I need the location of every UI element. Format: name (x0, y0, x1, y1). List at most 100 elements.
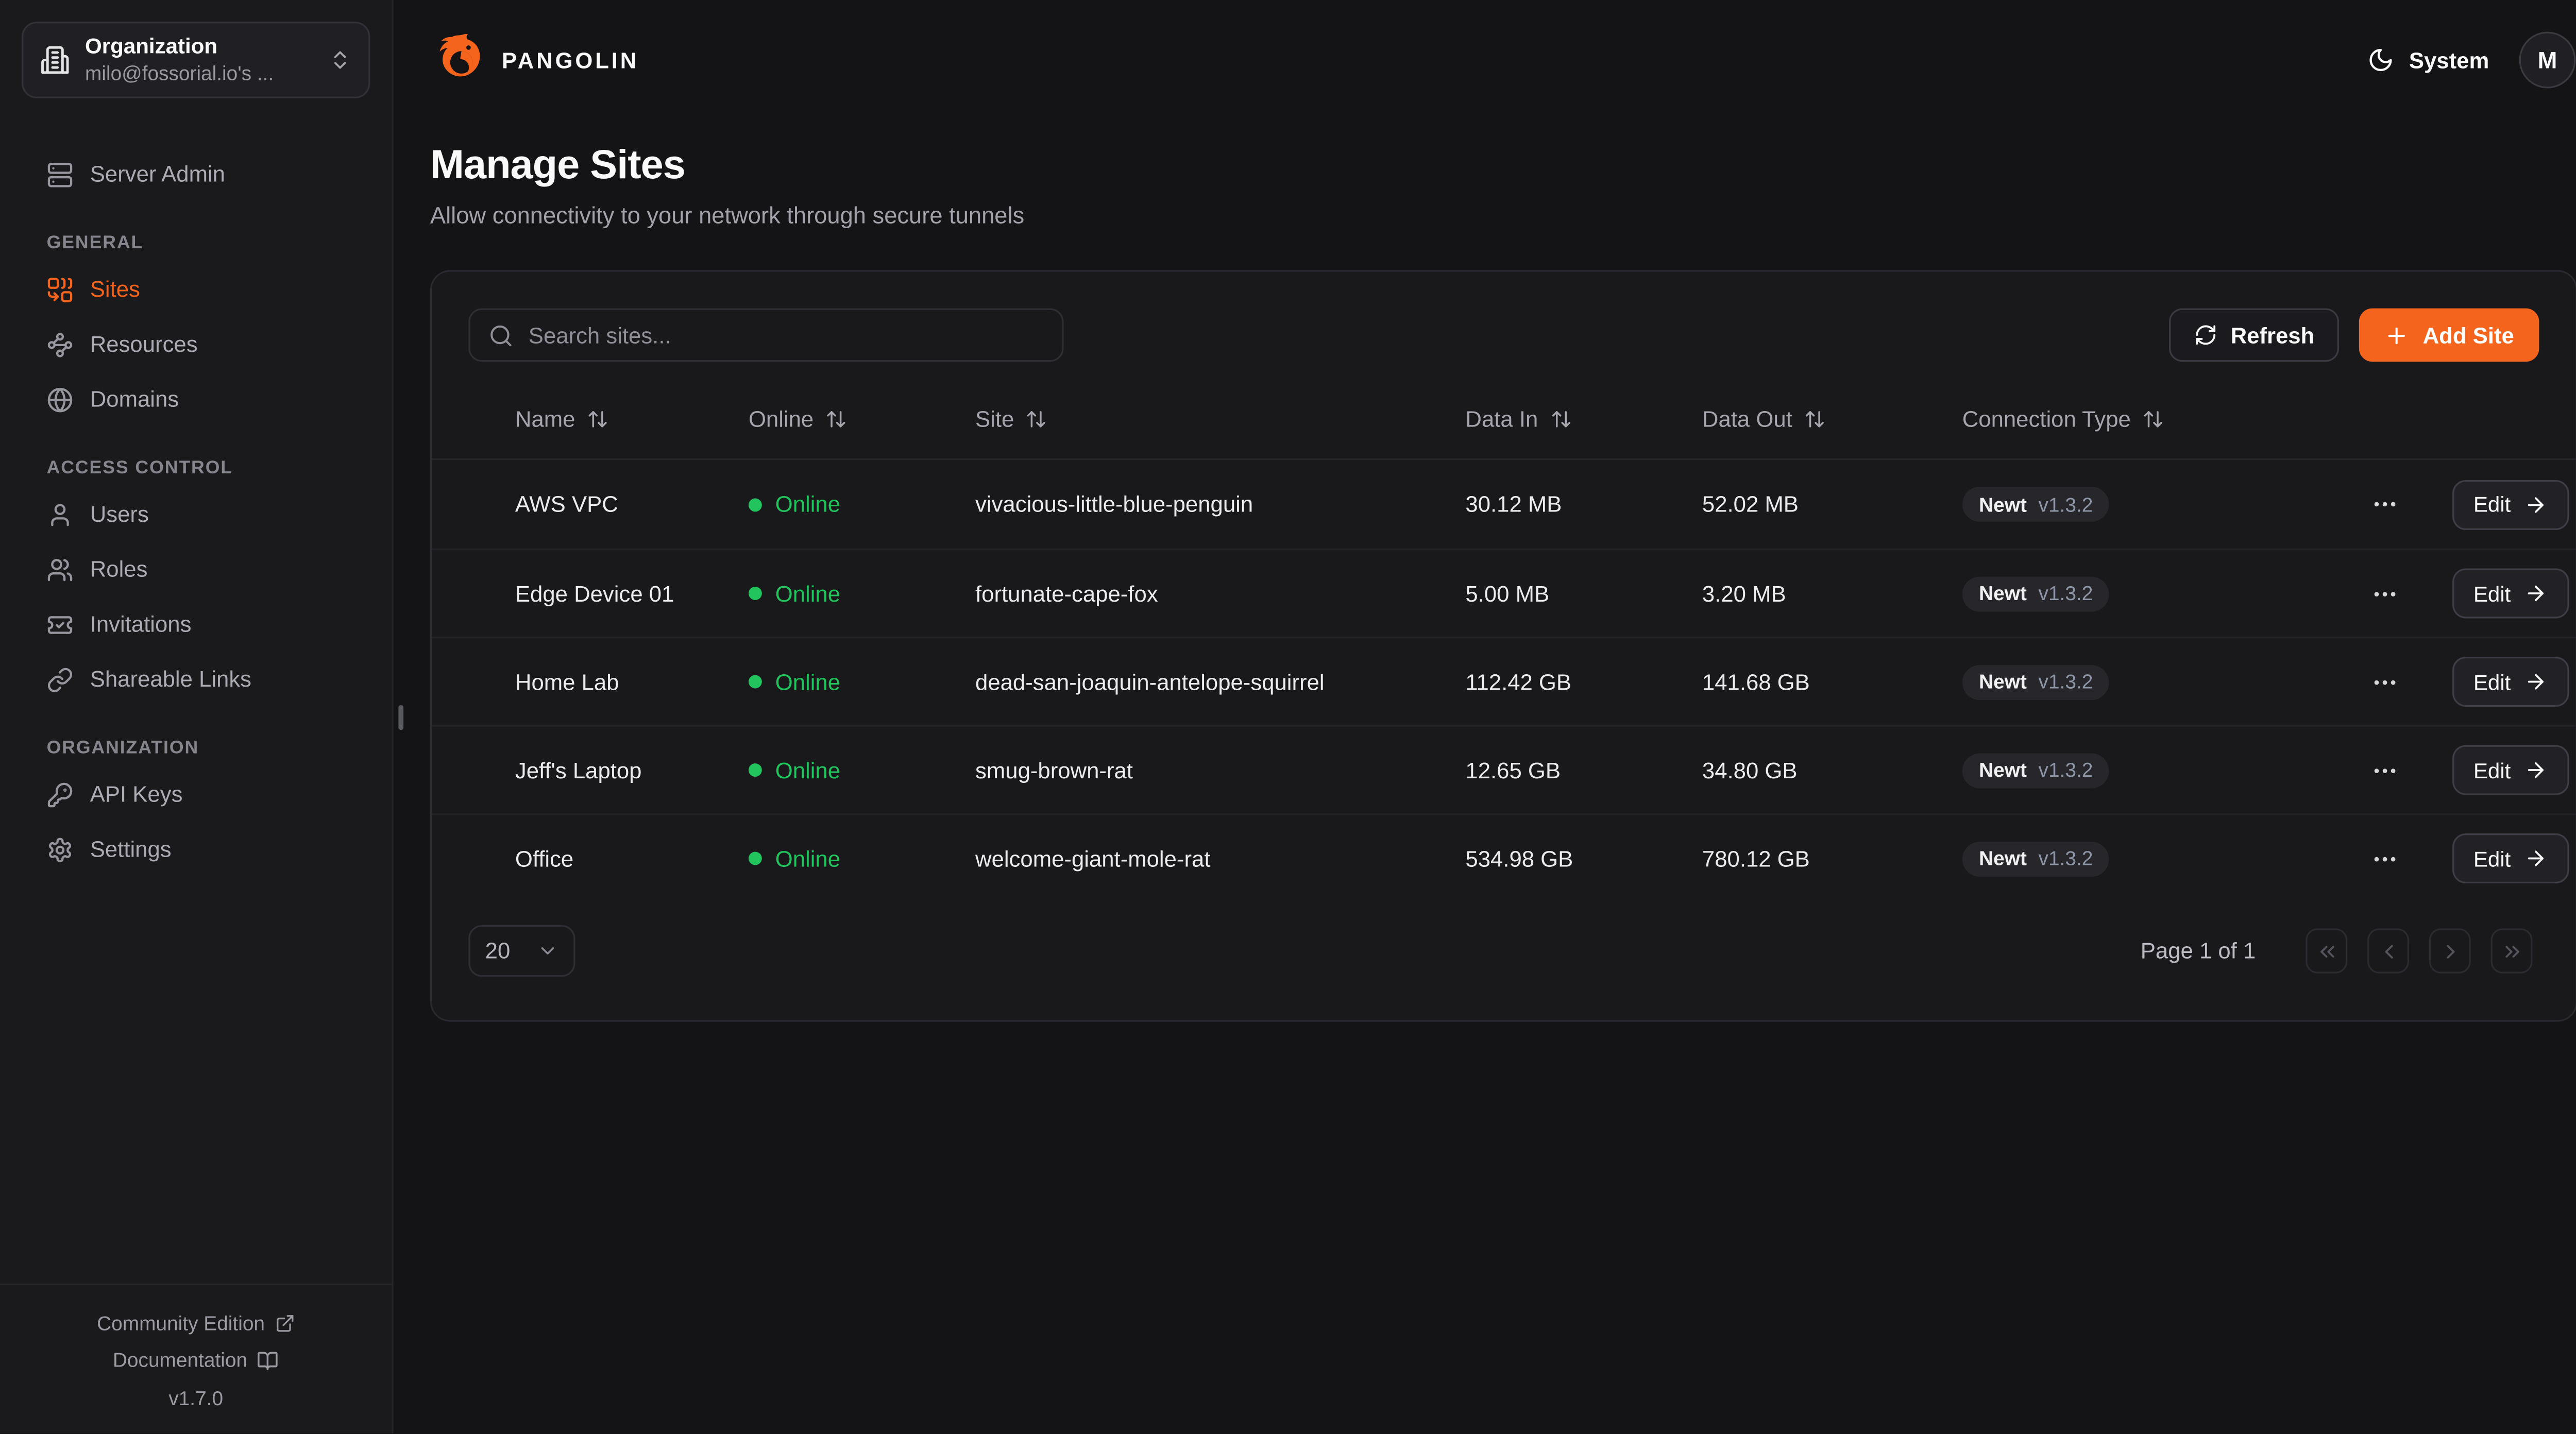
sort-icon (1804, 407, 1825, 429)
cell-status: Online (748, 757, 975, 783)
section-label-organization: ORGANIZATION (46, 738, 199, 759)
theme-toggle[interactable]: System (2367, 47, 2489, 74)
plus-icon (2384, 322, 2410, 348)
search-input[interactable] (528, 322, 1044, 348)
sidebar-nav: Server Admin GENERAL Sites Resources Dom… (0, 120, 392, 877)
connection-name: Newt (1979, 846, 2027, 870)
row-menu-button[interactable] (2355, 756, 2412, 784)
user-icon (47, 501, 74, 527)
topbar: PANGOLIN System M (394, 0, 2576, 120)
cell-status: Online (748, 669, 975, 694)
edit-label: Edit (2473, 846, 2511, 871)
sidebar-item-settings[interactable]: Settings (22, 822, 370, 877)
edit-button[interactable]: Edit (2451, 656, 2569, 707)
column-header-data-in[interactable]: Data In (1465, 406, 1702, 431)
cell-site: dead-san-joaquin-antelope-squirrel (975, 669, 1325, 694)
connection-name: Newt (1979, 492, 2027, 516)
sidebar-item-shareable-links[interactable]: Shareable Links (22, 652, 370, 707)
row-menu-button[interactable] (2355, 490, 2412, 518)
column-label: Data In (1465, 405, 1538, 431)
sites-table-card: Refresh Add Site Name Online (430, 270, 2576, 1022)
search-box (468, 308, 1064, 362)
connection-name: Newt (1979, 758, 2027, 782)
previous-page-button[interactable] (2367, 928, 2409, 974)
column-label: Site (975, 405, 1014, 431)
online-dot-icon (748, 851, 762, 865)
cell-name: Edge Device 01 (515, 581, 674, 606)
online-dot-icon (748, 763, 762, 777)
page-size-select[interactable]: 20 (468, 925, 575, 977)
status-label: Online (775, 846, 841, 871)
column-header-name[interactable]: Name (515, 406, 749, 431)
main-area: PANGOLIN System M Manage Sites Allow con… (393, 0, 2576, 1433)
row-menu-button[interactable] (2355, 844, 2412, 873)
chevrons-right-icon (2500, 939, 2523, 962)
column-header-connection-type[interactable]: Connection Type (1962, 406, 2356, 431)
sidebar-item-roles[interactable]: Roles (22, 542, 370, 597)
chevron-left-icon (2377, 939, 2400, 962)
toolbar-actions: Refresh Add Site (2168, 308, 2539, 362)
edit-label: Edit (2473, 757, 2511, 783)
connection-version: v1.3.2 (2038, 492, 2093, 516)
column-header-site[interactable]: Site (975, 406, 1465, 431)
sidebar-item-users[interactable]: Users (22, 487, 370, 542)
sidebar-item-invitations[interactable]: Invitations (22, 596, 370, 652)
row-menu-button[interactable] (2355, 668, 2412, 696)
sidebar-item-label: Settings (90, 836, 172, 862)
table-row: AWS VPC Online vivacious-little-blue-pen… (432, 460, 2575, 549)
sidebar-item-label: Domains (90, 386, 179, 412)
server-icon (47, 161, 74, 187)
edit-button[interactable]: Edit (2451, 833, 2569, 884)
brand: PANGOLIN (430, 31, 639, 88)
refresh-button[interactable]: Refresh (2168, 308, 2340, 362)
sort-icon (587, 407, 608, 429)
edit-button[interactable]: Edit (2451, 568, 2569, 619)
sidebar-item-label: Sites (90, 277, 140, 302)
external-link-icon (275, 1313, 295, 1333)
pangolin-logo-icon (430, 31, 487, 88)
sidebar-scrollbar-thumb[interactable] (398, 705, 404, 730)
last-page-button[interactable] (2490, 928, 2533, 974)
column-header-online[interactable]: Online (749, 406, 975, 431)
refresh-label: Refresh (2230, 322, 2315, 348)
cell-name: AWS VPC (515, 491, 618, 517)
next-page-button[interactable] (2429, 928, 2471, 974)
sidebar-item-resources[interactable]: Resources (22, 317, 370, 372)
add-site-button[interactable]: Add Site (2359, 308, 2539, 362)
sidebar-item-domains[interactable]: Domains (22, 372, 370, 427)
status-label: Online (775, 757, 841, 783)
community-edition-label: Community Edition (97, 1311, 265, 1335)
refresh-icon (2194, 323, 2217, 347)
theme-toggle-label: System (2409, 47, 2489, 73)
edit-button[interactable]: Edit (2451, 479, 2569, 530)
community-edition-link[interactable]: Community Edition (0, 1304, 392, 1342)
ticket-check-icon (47, 611, 74, 638)
connection-version: v1.3.2 (2038, 670, 2093, 694)
documentation-link[interactable]: Documentation (0, 1342, 392, 1379)
documentation-label: Documentation (112, 1348, 248, 1372)
row-menu-button[interactable] (2355, 579, 2412, 607)
sidebar-item-sites[interactable]: Sites (22, 262, 370, 317)
user-avatar[interactable]: M (2519, 31, 2576, 89)
edit-label: Edit (2473, 581, 2511, 606)
org-selector[interactable]: Organization milo@fossorial.io's ... (22, 22, 370, 98)
column-header-data-out[interactable]: Data Out (1702, 406, 1962, 431)
edit-button[interactable]: Edit (2451, 745, 2569, 795)
sidebar-item-server-admin[interactable]: Server Admin (22, 147, 370, 202)
connection-type-badge: Newt v1.3.2 (1962, 486, 2110, 522)
connection-name: Newt (1979, 582, 2027, 605)
ellipsis-icon (2370, 844, 2398, 873)
cell-name: Jeff's Laptop (515, 757, 642, 783)
sidebar: Organization milo@fossorial.io's ... Ser… (0, 0, 394, 1433)
combine-icon (47, 276, 74, 303)
connection-version: v1.3.2 (2038, 846, 2093, 870)
online-dot-icon (748, 675, 762, 689)
sidebar-item-api-keys[interactable]: API Keys (22, 767, 370, 822)
cell-data-in: 12.65 GB (1465, 757, 1561, 783)
connection-type-badge: Newt v1.3.2 (1962, 576, 2110, 611)
topbar-right: System M (2367, 31, 2576, 89)
first-page-button[interactable] (2306, 928, 2348, 974)
add-site-label: Add Site (2422, 322, 2514, 348)
connection-type-badge: Newt v1.3.2 (1962, 753, 2110, 788)
